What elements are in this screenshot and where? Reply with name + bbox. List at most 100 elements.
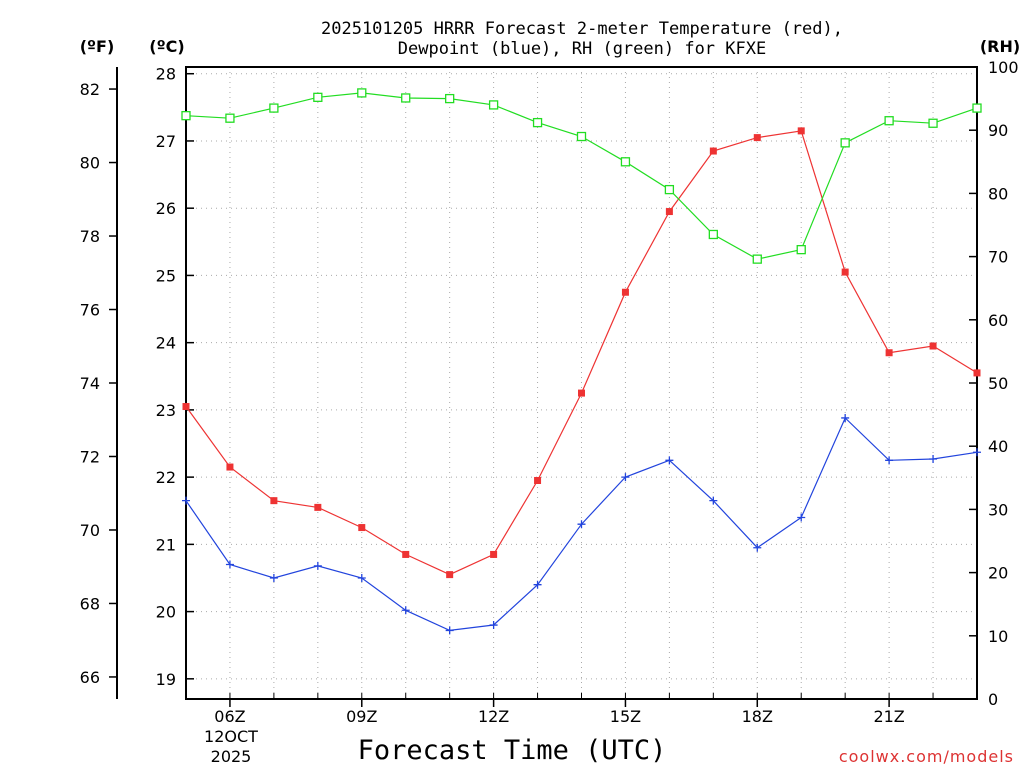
rh-data-point <box>840 138 850 148</box>
x-tick-label: 09Z <box>346 707 377 726</box>
temperature-data-point <box>929 342 937 350</box>
fahrenheit-tick-label: 72 <box>80 447 100 466</box>
rh-data-point <box>576 131 587 142</box>
dewpoint-data-point <box>841 413 850 422</box>
rh-data-point <box>313 92 323 102</box>
chart-title-line-2: Dewpoint (blue), RH (green) for KFXE <box>398 39 766 59</box>
celsius-tick-label: 28 <box>156 65 176 84</box>
rh-tick-label: 90 <box>988 121 1008 140</box>
rh-data-point <box>620 157 631 167</box>
celsius-tick-label: 20 <box>156 603 176 622</box>
temperature-data-point <box>534 476 542 484</box>
temperature-data-point <box>358 524 366 532</box>
temperature-data-point <box>578 389 585 397</box>
temperature-data-point <box>226 463 234 471</box>
dewpoint-data-point <box>797 513 806 522</box>
rh-data-point <box>401 93 411 103</box>
temperature-data-point <box>621 288 629 296</box>
grid-lines <box>186 67 977 699</box>
rh-tick-label: 20 <box>988 564 1008 583</box>
rh-data-point <box>181 111 191 121</box>
temperature-data-point <box>841 268 849 276</box>
rh-tick-label: 60 <box>988 311 1008 330</box>
celsius-tick-label: 19 <box>156 670 176 689</box>
dewpoint-data-point <box>621 473 630 482</box>
rh-tick-label: 40 <box>988 437 1008 456</box>
rh-data-point <box>796 244 806 255</box>
dewpoint-data-point <box>313 561 322 570</box>
temperature-data-point <box>753 134 761 142</box>
rh-tick-label: 0 <box>988 690 998 709</box>
temperature-data-point <box>885 349 893 357</box>
series-layer <box>181 88 982 635</box>
temperature-data-point <box>402 550 410 558</box>
fahrenheit-tick-label: 74 <box>80 374 100 393</box>
celsius-tick-label: 25 <box>156 266 176 285</box>
dewpoint-data-point <box>401 606 410 615</box>
rh-data-point <box>708 229 718 240</box>
dewpoint-data-point <box>753 543 762 552</box>
rh-data-point <box>225 113 235 123</box>
rh-data-point <box>928 118 938 128</box>
dewpoint-data-point <box>929 454 938 463</box>
rh-unit-label: (RH) <box>980 37 1020 56</box>
temperature-data-point <box>490 550 498 558</box>
rh-data-point <box>532 117 543 128</box>
chart-title: 2025101205 HRRR Forecast 2-meter Tempera… <box>321 19 843 59</box>
dewpoint-data-point <box>225 560 234 569</box>
x-tick-label: 15Z <box>610 707 641 726</box>
dewpoint-data-point <box>269 573 278 582</box>
x-axis-title: Forecast Time (UTC) <box>358 735 667 766</box>
rh-data-point <box>488 100 499 110</box>
dewpoint-data-point <box>577 520 586 529</box>
rh-tick-label: 30 <box>988 500 1008 519</box>
fahrenheit-tick-label: 66 <box>80 668 100 687</box>
dewpoint-data-point <box>709 496 718 505</box>
dewpoint-data-point <box>489 621 498 630</box>
axes: 66 68 70 72 74 76 78 80 82 19 20 21 22 23 24 25 26 27 28 0 1… <box>80 58 1019 726</box>
x-tick-label: 21Z <box>873 707 904 726</box>
celsius-tick-label: 22 <box>156 468 176 487</box>
rh-tick-label: 50 <box>988 374 1008 393</box>
temperature-data-point <box>314 503 322 511</box>
dewpoint-data-point <box>357 573 366 582</box>
fahrenheit-tick-label: 68 <box>80 594 100 613</box>
rh-data-point <box>445 93 455 104</box>
temperature-data-point <box>446 571 454 579</box>
rh-tick-label: 10 <box>988 627 1008 646</box>
rh-data-point <box>972 103 982 113</box>
fahrenheit-tick-label: 76 <box>80 301 100 320</box>
fahrenheit-tick-label: 80 <box>80 154 100 173</box>
temperature-data-point <box>709 147 717 155</box>
dewpoint-data-point <box>445 626 454 635</box>
temperature-data-point <box>797 127 805 135</box>
celsius-tick-label: 26 <box>156 199 176 218</box>
dewpoint-data-point <box>885 456 894 465</box>
rh-data-point <box>664 184 675 195</box>
temperature-data-point <box>973 369 981 377</box>
celsius-tick-label: 24 <box>156 334 176 353</box>
dewpoint-data-point <box>665 456 674 465</box>
rh-tick-label: 70 <box>988 248 1008 267</box>
fahrenheit-tick-label: 78 <box>80 227 100 246</box>
temperature-data-point <box>182 403 190 411</box>
x-tick-label: 18Z <box>742 707 773 726</box>
rh-tick-label: 80 <box>988 184 1008 203</box>
x-tick-label: 12Z <box>478 707 509 726</box>
rh-data-point <box>357 88 367 98</box>
temperature-data-point <box>665 208 673 216</box>
credit-link[interactable]: coolwx.com/models <box>839 747 1014 766</box>
rh-data-point <box>752 254 762 264</box>
fahrenheit-tick-label: 82 <box>80 80 100 99</box>
dewpoint-data-point <box>533 580 542 589</box>
temperature-data-point <box>270 497 278 505</box>
dewpoint-data-point <box>973 448 981 457</box>
celsius-unit-label: (ºC) <box>149 37 184 56</box>
dewpoint-data-point <box>182 496 190 505</box>
celsius-tick-label: 21 <box>156 535 176 554</box>
rh-data-point <box>884 116 894 126</box>
fahrenheit-unit-label: (ºF) <box>80 37 115 56</box>
chart-title-line-1: 2025101205 HRRR Forecast 2-meter Tempera… <box>321 19 843 39</box>
date-label-year: 2025 <box>211 747 252 766</box>
